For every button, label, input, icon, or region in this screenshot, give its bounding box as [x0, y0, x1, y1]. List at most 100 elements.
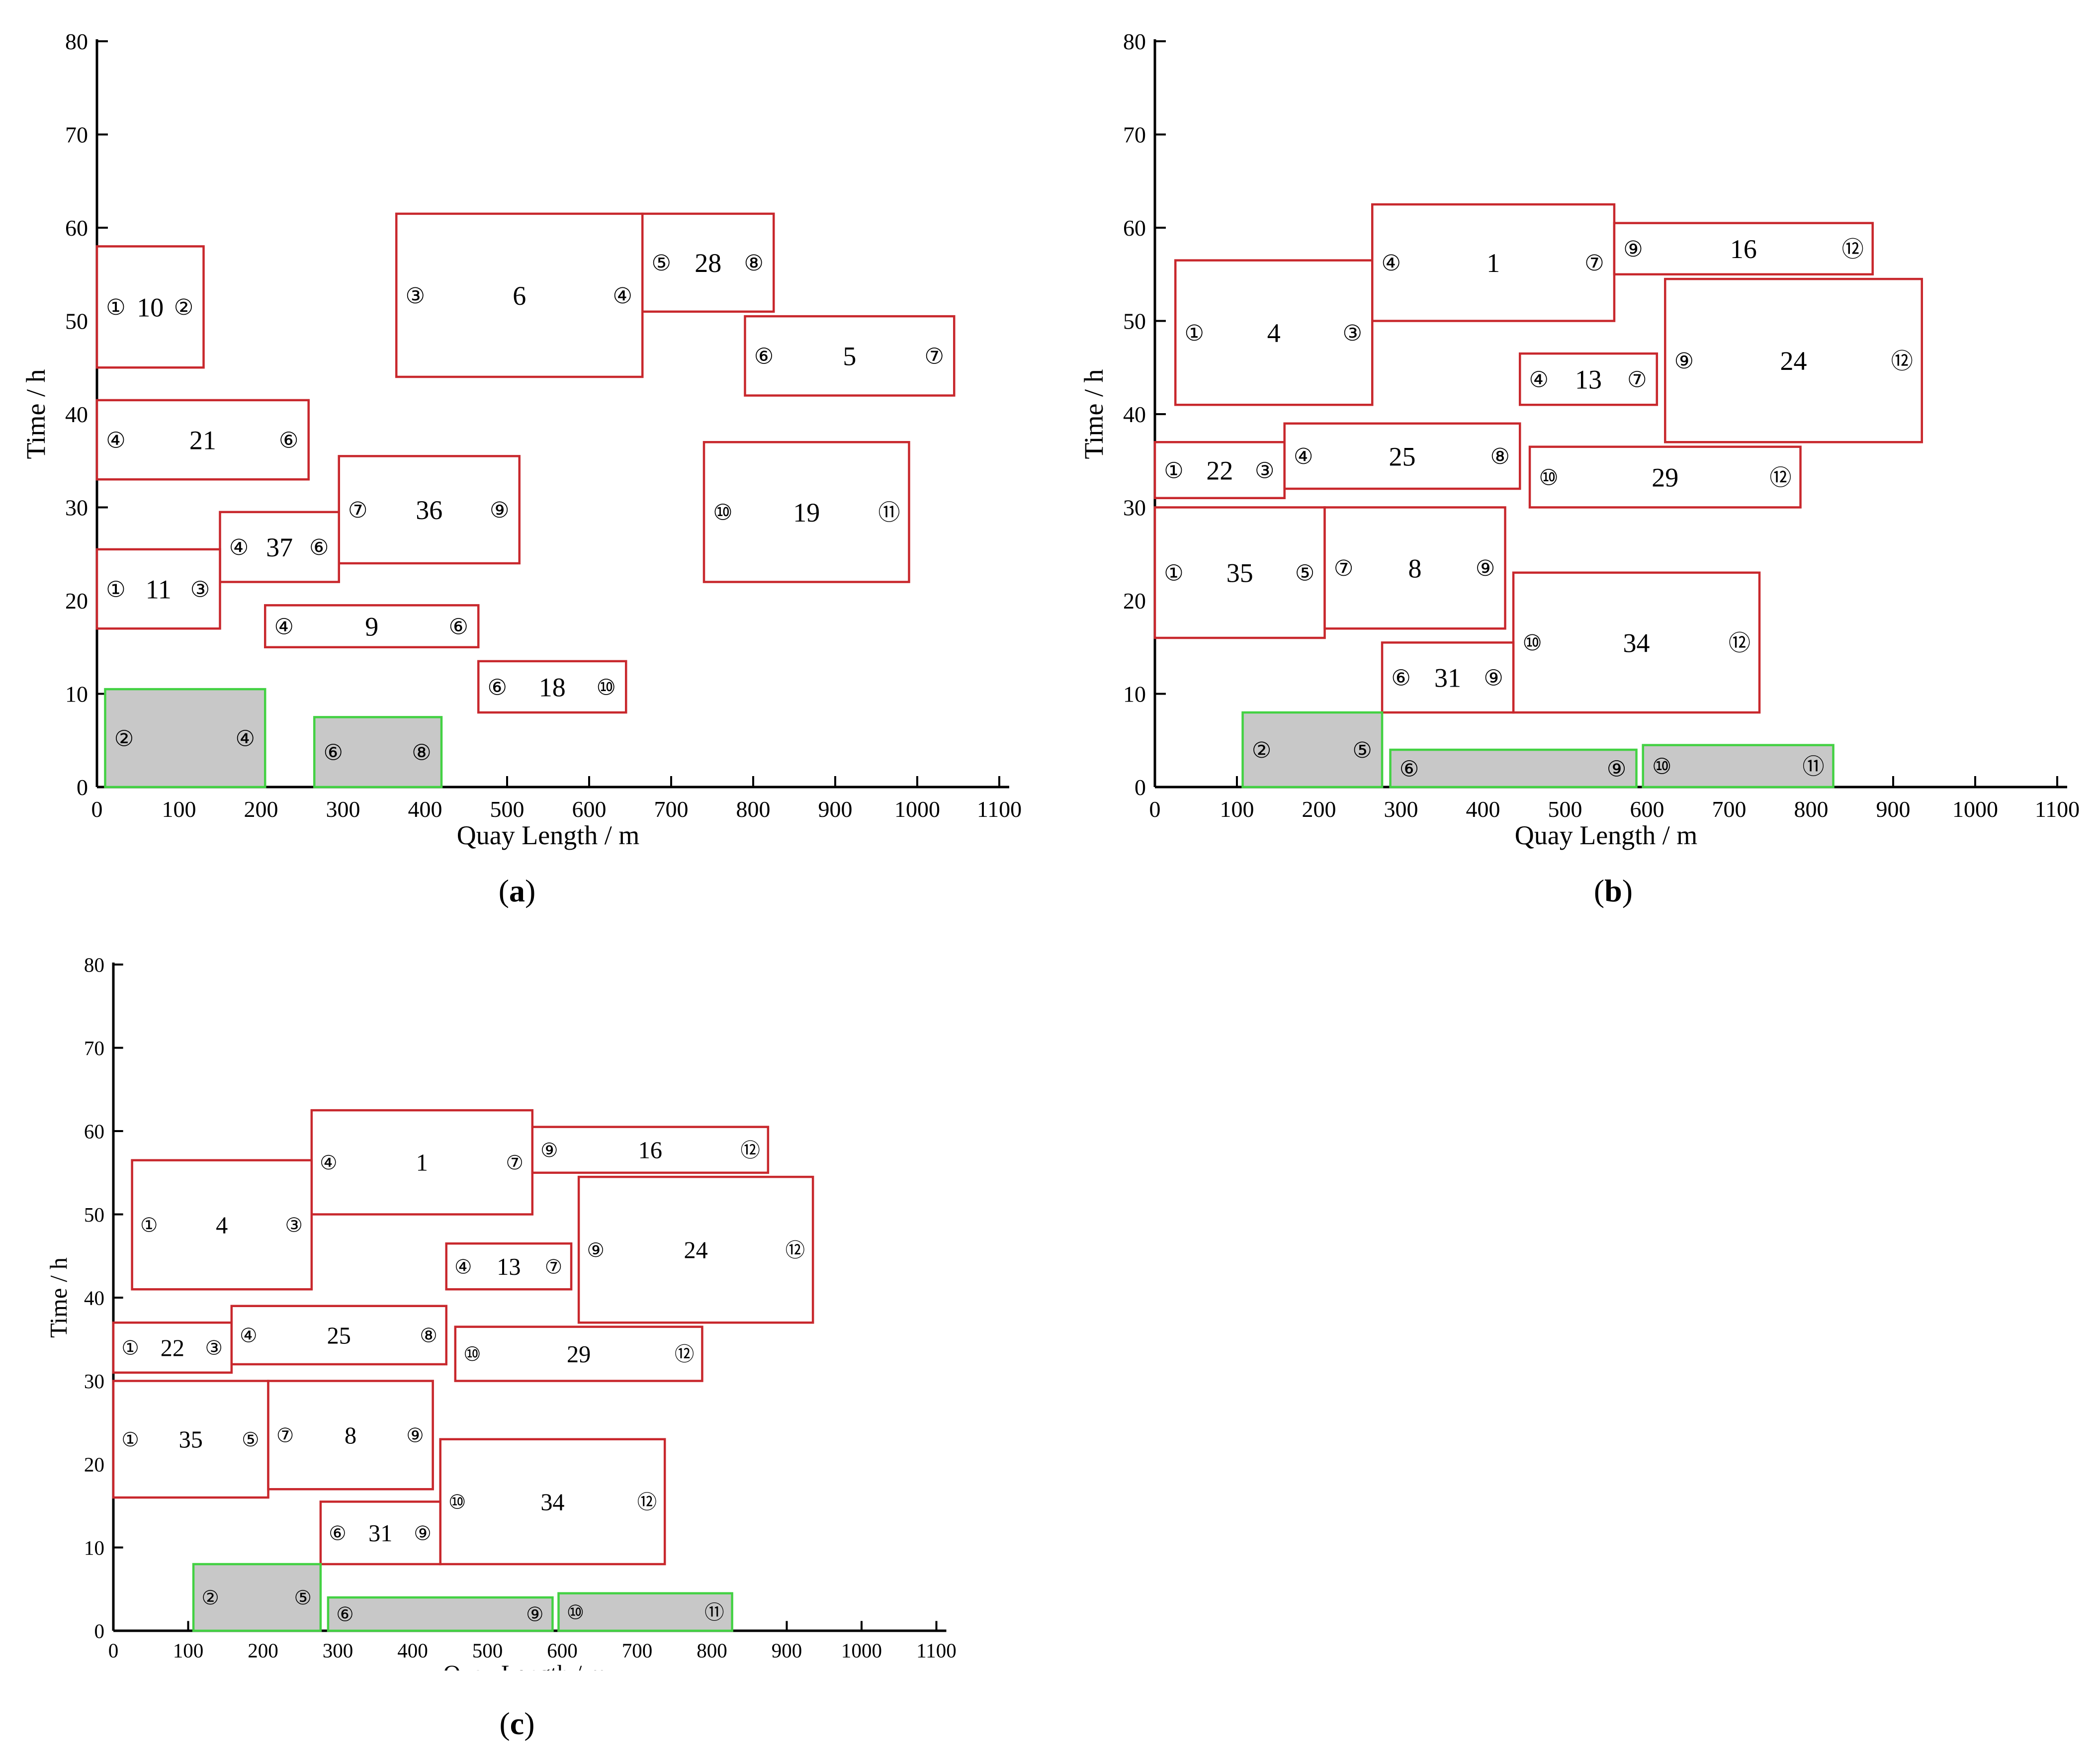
y-tick-label: 30	[84, 1370, 104, 1393]
x-tick-label: 1000	[1952, 796, 1998, 822]
y-tick-label: 40	[1123, 402, 1146, 427]
vessel-id-label: 6	[513, 281, 526, 311]
y-tick-label: 80	[1123, 29, 1146, 54]
x-tick-label: 600	[1630, 796, 1664, 822]
vessel-start-marker: ①	[140, 1215, 158, 1236]
vessel-start-marker: ⑥	[488, 675, 507, 700]
vessel-box	[1153, 441, 1286, 499]
vessel-box	[112, 1380, 269, 1499]
x-tick-label: 100	[1220, 796, 1254, 822]
vessel-start-marker: ⑩	[1522, 631, 1542, 655]
y-tick-label: 70	[65, 122, 88, 148]
vessel-id-label: 4	[216, 1212, 228, 1238]
x-tick-label: 500	[490, 796, 524, 822]
vessel-id-label: 16	[1730, 234, 1757, 264]
x-tick-label: 700	[1712, 796, 1747, 822]
vessel-start-marker: ⑩	[463, 1343, 481, 1365]
vessel-box	[1381, 641, 1515, 714]
vessel-box	[744, 315, 956, 397]
vessel-id-label: 13	[497, 1254, 521, 1280]
vessel-box	[112, 1322, 233, 1374]
vessel-box	[310, 1109, 534, 1216]
vessel-end-marker: ⑫	[637, 1492, 657, 1513]
vessel-start-marker: ④	[454, 1256, 472, 1278]
vessel-end-marker: ⑧	[412, 741, 431, 765]
vessel-start-marker: ④	[106, 428, 125, 452]
berthed-vessel-box	[104, 688, 266, 789]
vessel-end-marker: ④	[236, 726, 255, 751]
vessel-id-label: 24	[684, 1237, 708, 1264]
panel-label-c: (c)	[499, 1706, 535, 1741]
vessel-end-marker: ⑫	[1842, 237, 1864, 262]
vessel-box	[1174, 259, 1374, 406]
vessel-id-label: 35	[1226, 558, 1253, 588]
x-tick-label: 100	[162, 796, 196, 822]
vessel-end-marker: ⑧	[1490, 444, 1510, 469]
y-tick-label: 30	[1123, 495, 1146, 521]
vessel-id-label: 37	[266, 532, 293, 562]
vessel-start-marker: ⑨	[540, 1140, 558, 1161]
y-tick-label: 0	[94, 1619, 104, 1642]
vessel-end-marker: ⑥	[309, 535, 329, 560]
x-tick-label: 300	[326, 796, 360, 822]
berthed-vessel-box	[1642, 744, 1834, 789]
vessel-id-label: 1	[416, 1150, 428, 1176]
x-tick-label: 100	[173, 1639, 204, 1662]
vessel-box	[641, 212, 775, 313]
vessel-box	[338, 455, 521, 565]
vessel-box	[95, 245, 205, 369]
vessel-end-marker: ⑦	[1627, 368, 1647, 392]
vessel-box	[131, 1159, 313, 1291]
vessel-end-marker: ⑨	[490, 498, 509, 523]
vessel-end-marker: ③	[1343, 321, 1362, 346]
y-tick-label: 20	[65, 588, 88, 614]
x-tick-label: 500	[1548, 796, 1582, 822]
x-tick-label: 800	[697, 1639, 727, 1662]
vessel-start-marker: ①	[1164, 458, 1183, 483]
vessel-box	[1664, 277, 1923, 443]
vessel-box	[219, 511, 340, 583]
x-tick-label: 1100	[2035, 796, 2080, 822]
vessel-start-marker: ⑨	[1674, 349, 1694, 373]
x-tick-label: 200	[1302, 796, 1336, 822]
x-tick-label: 1000	[894, 796, 940, 822]
y-tick-label: 20	[1123, 588, 1146, 614]
vessel-end-marker: ⑨	[414, 1522, 431, 1544]
vessel-id-label: 9	[365, 612, 378, 641]
y-tick-label: 0	[1135, 775, 1146, 800]
y-axis-title: Time / h	[1079, 369, 1109, 459]
x-tick-label: 400	[1466, 796, 1500, 822]
vessel-id-label: 34	[540, 1489, 564, 1515]
y-tick-label: 70	[1123, 122, 1146, 148]
vessel-box	[395, 212, 644, 378]
vessel-box	[230, 1305, 447, 1366]
vessel-end-marker: ⑦	[1584, 251, 1604, 275]
vessel-start-marker: ⑦	[348, 498, 367, 523]
y-axis-title: Time / h	[21, 369, 51, 459]
y-tick-label: 80	[84, 953, 104, 976]
vessel-start-marker: ⑥	[336, 1604, 353, 1626]
x-tick-label: 1000	[841, 1639, 882, 1662]
vessel-start-marker: ①	[121, 1337, 139, 1359]
vessel-start-marker: ⑥	[1399, 757, 1419, 781]
vessel-id-label: 11	[146, 574, 172, 604]
y-tick-label: 30	[65, 495, 88, 521]
vessel-start-marker: ⑥	[1391, 666, 1410, 691]
vessel-end-marker: ⑤	[1352, 738, 1372, 763]
vessel-end-marker: ③	[205, 1337, 222, 1359]
vessel-end-marker: ⑤	[242, 1429, 259, 1451]
x-tick-label: 400	[397, 1639, 428, 1662]
vessel-end-marker: ⑦	[925, 345, 944, 369]
x-tick-label: 0	[1149, 796, 1161, 822]
vessel-start-marker: ①	[106, 577, 125, 602]
vessel-box	[1371, 203, 1616, 322]
x-tick-label: 900	[1876, 796, 1911, 822]
y-tick-label: 60	[65, 215, 88, 241]
x-tick-label: 300	[323, 1639, 353, 1662]
vessel-start-marker: ②	[201, 1587, 219, 1609]
vessel-end-marker: ⑫	[786, 1239, 805, 1261]
vessel-start-marker: ③	[406, 284, 425, 308]
x-tick-label: 600	[547, 1639, 578, 1662]
berthed-vessel-box	[313, 716, 443, 789]
